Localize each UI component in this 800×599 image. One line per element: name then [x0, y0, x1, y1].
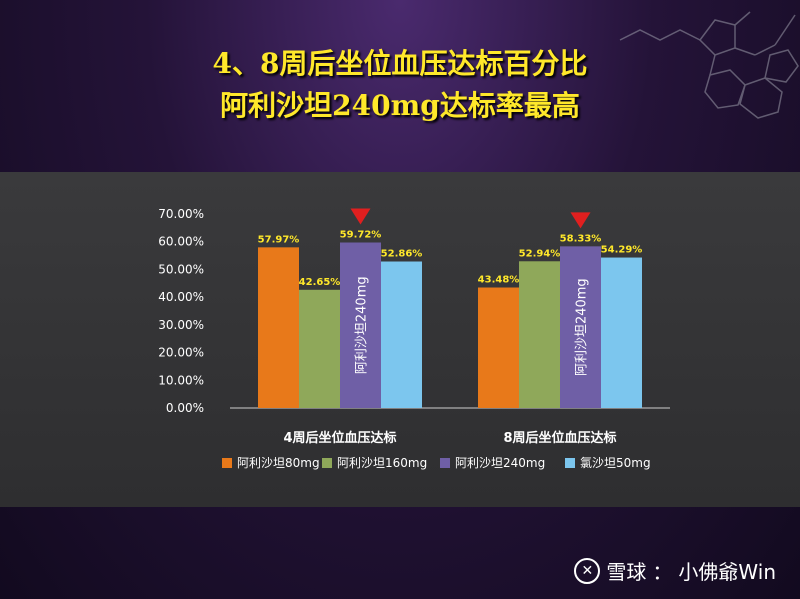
data-label: 42.65%: [299, 277, 341, 288]
legend-label: 阿利沙坦240mg: [455, 456, 545, 470]
data-label: 58.33%: [560, 233, 602, 244]
data-label: 52.86%: [381, 249, 423, 260]
x-category-label: 8周后坐位血压达标: [503, 430, 616, 446]
bar-annotation: 阿利沙坦240mg: [355, 276, 370, 374]
molecule-structure-icon: [619, 11, 799, 119]
x-category-label: 4周后坐位血压达标: [283, 430, 396, 446]
data-label: 59.72%: [340, 229, 382, 240]
watermark: ✕ 雪球 ： 小佛爺Win: [574, 556, 776, 585]
y-tick-label: 10.00%: [158, 373, 204, 387]
legend-label: 阿利沙坦160mg: [337, 456, 427, 470]
chart-title-line-2: 阿利沙坦240mg达标率最高: [220, 89, 580, 122]
xueqiu-logo-icon: ✕: [574, 557, 601, 584]
watermark-brand: 雪球: [606, 560, 647, 584]
highlight-marker-icon: [350, 208, 371, 225]
legend-swatch: [565, 458, 575, 468]
y-tick-label: 0.00%: [166, 401, 204, 415]
watermark-separator: ：: [652, 560, 673, 584]
y-tick-label: 70.00%: [158, 207, 204, 221]
bar: [340, 242, 381, 408]
bar: [519, 261, 560, 408]
legend-swatch: [322, 458, 332, 468]
bar: [258, 247, 299, 408]
data-label: 52.94%: [519, 248, 561, 259]
legend-swatch: [222, 458, 232, 468]
bar: [381, 261, 422, 408]
legend-label: 氯沙坦50mg: [580, 456, 651, 470]
watermark-author: 小佛爺Win: [678, 560, 776, 584]
legend-label: 阿利沙坦80mg: [237, 456, 320, 470]
bar: [560, 246, 601, 408]
bar-annotation: 阿利沙坦240mg: [575, 278, 590, 376]
data-label: 57.97%: [258, 234, 300, 245]
y-tick-label: 30.00%: [158, 318, 204, 332]
y-tick-label: 20.00%: [158, 346, 204, 360]
legend-swatch: [440, 458, 450, 468]
bar: [601, 257, 642, 408]
title-area: 4、8周后坐位血压达标百分比 阿利沙坦240mg达标率最高: [0, 0, 800, 150]
highlight-marker-icon: [570, 212, 591, 229]
chart-title-line-1: 4、8周后坐位血压达标百分比: [212, 47, 588, 80]
data-label: 43.48%: [478, 274, 520, 285]
bar: [478, 287, 519, 408]
y-tick-label: 40.00%: [158, 290, 204, 304]
bar: [299, 289, 340, 408]
y-tick-label: 60.00%: [158, 235, 204, 249]
bar-chart: 0.00% 10.00% 20.00% 30.00% 40.00% 50.00% 60.00…: [158, 207, 670, 470]
data-label: 54.29%: [601, 245, 643, 256]
y-tick-label: 50.00%: [158, 262, 204, 276]
